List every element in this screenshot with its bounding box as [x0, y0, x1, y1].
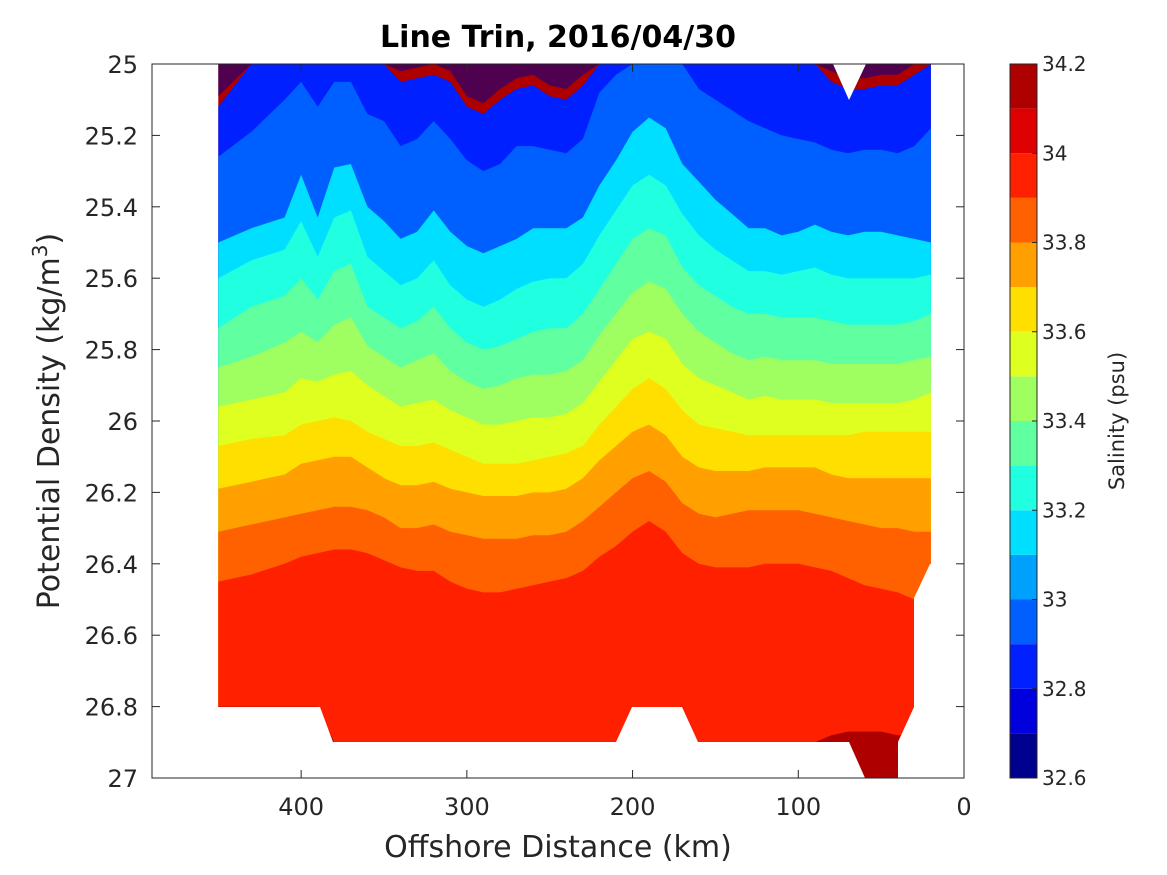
- colorbar-swatch: [1010, 465, 1037, 511]
- colorbar-tick-label: 33.8: [1042, 231, 1087, 255]
- colorbar-swatch: [1010, 599, 1037, 645]
- x-tick-label: 400: [278, 793, 324, 821]
- colorbar-swatch: [1010, 376, 1037, 421]
- colorbar-swatch: [1010, 242, 1037, 288]
- x-tick-label: 100: [775, 793, 821, 821]
- salinity-band-33.9-34: [218, 521, 931, 778]
- colorbar-tick-label: 34.2: [1042, 52, 1087, 76]
- y-tick-label: 26.8: [85, 694, 138, 722]
- colorbar-swatch: [1010, 644, 1037, 689]
- y-tick-label: 25: [107, 51, 138, 79]
- x-axis-label: Offshore Distance (km): [384, 830, 732, 865]
- colorbar-swatch: [1010, 421, 1037, 466]
- colorbar-tick-label: 32.8: [1042, 677, 1087, 701]
- colorbar-swatch: [1010, 108, 1037, 154]
- x-tick-label: 300: [444, 793, 490, 821]
- colorbar-tick-label: 33.4: [1042, 409, 1087, 433]
- y-tick-label: 26.2: [85, 479, 138, 507]
- y-tick-label: 25.6: [85, 265, 138, 293]
- colorbar-swatch: [1010, 510, 1037, 555]
- contour-fill-layer: [218, 64, 931, 778]
- y-tick-label: 25.2: [85, 122, 138, 150]
- y-ticks: 25 25.2 25.4 25.6 25.8 26 26.2 26.4 26.6 26.8 27: [85, 51, 964, 793]
- y-tick-label: 26.6: [85, 622, 138, 650]
- colorbar-swatch: [1010, 197, 1037, 243]
- x-tick-label: 0: [956, 793, 971, 821]
- colorbar-swatch: [1010, 554, 1037, 600]
- colorbar-swatch: [1010, 733, 1037, 778]
- y-tick-label: 27: [107, 765, 138, 793]
- colorbar-swatch: [1010, 153, 1037, 198]
- colorbar-swatch: [1010, 64, 1037, 109]
- colorbar-tick-label: 33.6: [1042, 320, 1087, 344]
- colorbar-tick-label: 33: [1042, 588, 1067, 612]
- colorbar-tick-label: 34: [1042, 141, 1067, 165]
- y-tick-label: 26.4: [85, 551, 138, 579]
- x-tick-label: 200: [610, 793, 656, 821]
- colorbar-swatch: [1010, 287, 1037, 332]
- x-ticks: 400 300 200 100 0: [278, 64, 972, 821]
- y-axis-label: Potential Density (kg/m3): [28, 233, 67, 609]
- colorbar-tick-label: 33.2: [1042, 498, 1087, 522]
- y-tick-label: 25.4: [85, 194, 138, 222]
- colorbar-swatch: [1010, 688, 1037, 734]
- colorbar-swatch: [1010, 331, 1037, 377]
- colorbar-tick-label: 32.6: [1042, 766, 1087, 790]
- chart-title: Line Trin, 2016/04/30: [380, 20, 736, 55]
- colorbar: [1010, 64, 1037, 778]
- y-tick-label: 25.8: [85, 337, 138, 365]
- colorbar-label: Salinity (psu): [1105, 352, 1129, 490]
- y-tick-label: 26: [107, 408, 138, 436]
- colorbar-ticks: 32.6 32.8 33 33.2 33.4 33.6 33.8 34 34.2: [1032, 52, 1087, 790]
